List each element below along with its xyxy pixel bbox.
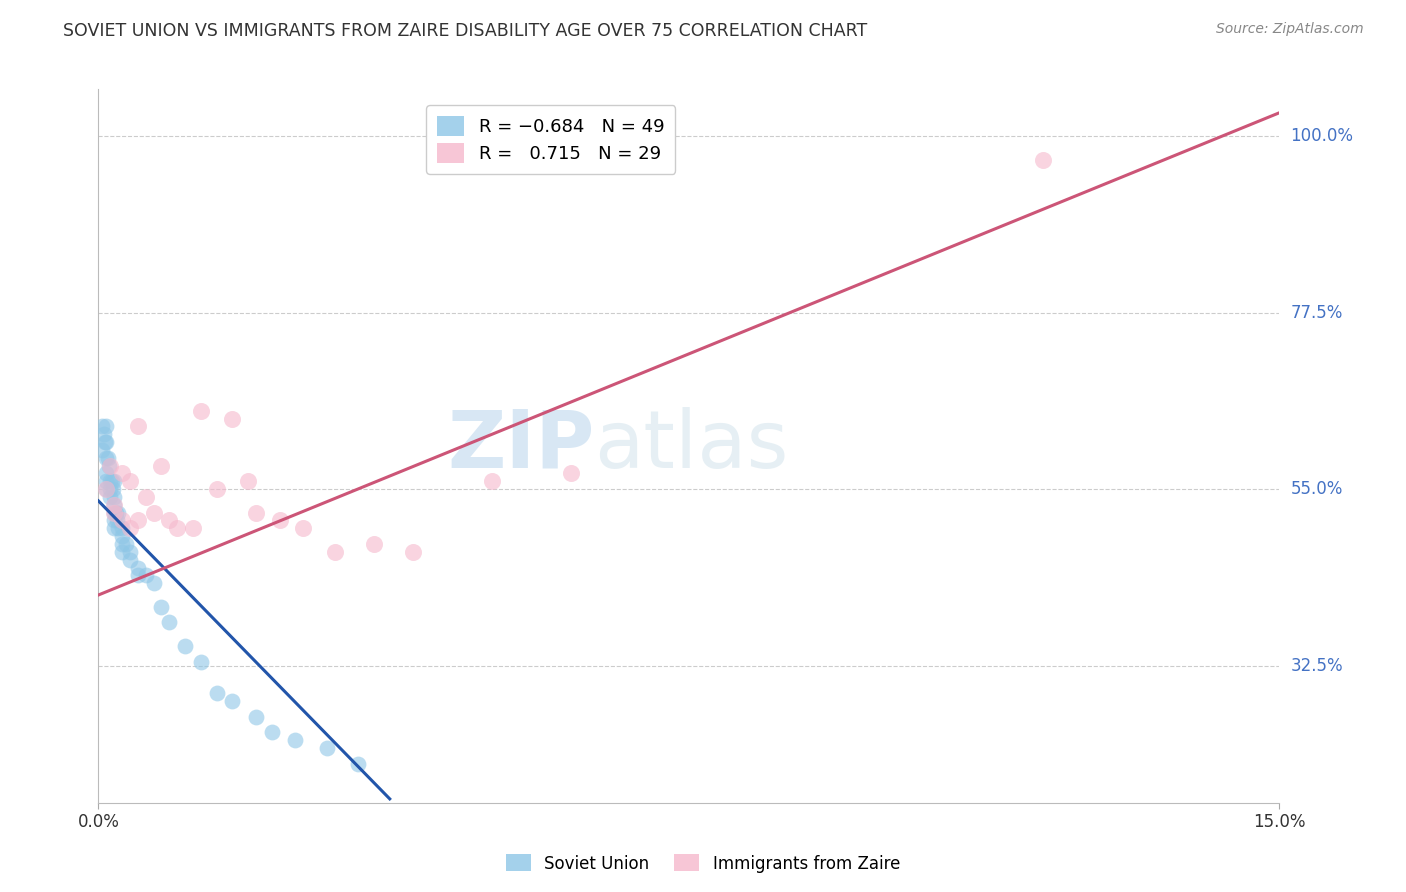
Point [127,568,149,582]
Point [269,514,291,528]
Point [103,498,125,512]
Text: 55.0%: 55.0% [1291,480,1343,498]
Point [97,450,120,465]
Point [91,442,114,457]
Point [111,521,134,535]
Text: 100.0%: 100.0% [1291,128,1354,145]
Point [221,411,243,425]
Point [98,490,121,504]
Point [96,450,118,465]
Point [103,506,125,520]
Point [96,475,118,489]
Point [245,506,267,520]
Legend: R = −0.684   N = 49, R =   0.715   N = 29: R = −0.684 N = 49, R = 0.715 N = 29 [426,105,675,174]
Point [363,537,385,551]
Text: SOVIET UNION VS IMMIGRANTS FROM ZAIRE DISABILITY AGE OVER 75 CORRELATION CHART: SOVIET UNION VS IMMIGRANTS FROM ZAIRE DI… [63,22,868,40]
Point [111,537,134,551]
Point [105,514,128,528]
Point [91,419,114,434]
Point [157,615,180,630]
Legend: Soviet Union, Immigrants from Zaire: Soviet Union, Immigrants from Zaire [499,847,907,880]
Point [96,435,118,450]
Point [111,529,134,543]
Point [103,521,125,535]
Point [1032,153,1054,167]
Point [103,498,125,512]
Point [98,482,121,496]
Point [323,545,346,559]
Point [118,521,141,535]
Point [115,537,138,551]
Point [127,560,149,574]
Point [402,545,425,559]
Point [93,427,115,442]
Text: 32.5%: 32.5% [1291,657,1343,674]
Point [245,709,267,723]
Point [142,576,165,591]
Point [107,521,129,535]
Text: ZIP: ZIP [447,407,595,485]
Point [104,506,127,520]
Point [481,475,503,489]
Point [166,521,188,535]
Point [93,435,115,450]
Point [174,639,197,653]
Point [181,521,204,535]
Point [236,475,259,489]
Point [205,482,228,496]
Point [127,419,149,434]
Point [127,514,149,528]
Point [157,514,180,528]
Point [101,482,124,496]
Point [118,552,141,566]
Point [111,545,134,559]
Point [205,686,228,700]
Point [347,756,370,771]
Point [150,599,173,614]
Point [96,419,118,434]
Point [118,475,141,489]
Point [111,467,134,481]
Point [560,467,582,481]
Point [190,655,212,669]
Point [97,458,120,473]
Point [107,506,129,520]
Point [142,506,165,520]
Point [98,475,121,489]
Point [315,740,337,755]
Point [292,521,315,535]
Point [96,482,118,496]
Text: 77.5%: 77.5% [1291,303,1343,322]
Point [103,475,125,489]
Point [96,482,118,496]
Point [101,475,124,489]
Point [98,458,121,473]
Text: atlas: atlas [595,407,789,485]
Point [150,458,173,473]
Point [284,733,307,747]
Point [190,403,212,417]
Point [221,694,243,708]
Point [103,514,125,528]
Point [103,490,125,504]
Point [135,490,157,504]
Point [135,568,157,582]
Point [260,725,283,739]
Point [103,506,125,520]
Point [96,467,118,481]
Point [111,514,134,528]
Point [118,545,141,559]
Text: Source: ZipAtlas.com: Source: ZipAtlas.com [1216,22,1364,37]
